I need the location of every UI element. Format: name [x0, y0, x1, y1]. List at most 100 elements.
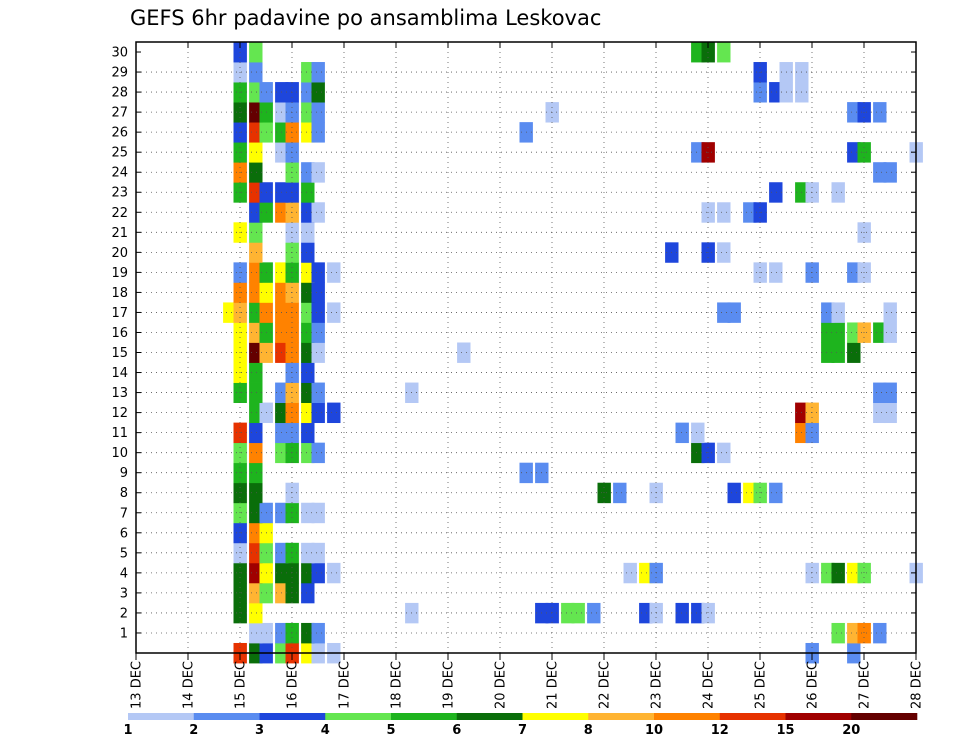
heatmap-cell	[831, 182, 845, 203]
heatmap-cell	[769, 482, 783, 504]
heatmap-cell	[623, 562, 637, 584]
heatmap-cell	[301, 82, 315, 103]
y-tick-label: 2	[120, 606, 128, 621]
heatmap-cell	[311, 382, 325, 403]
heatmap-cell	[249, 322, 263, 343]
heatmap-cell	[249, 262, 263, 283]
heatmap-cell	[857, 562, 871, 584]
heatmap-cell	[311, 262, 325, 283]
heatmap-cell	[249, 542, 263, 564]
heatmap-cell	[883, 402, 897, 424]
heatmap-cell	[249, 282, 263, 303]
y-tick-label: 18	[111, 286, 128, 301]
heatmap-cells	[223, 42, 923, 664]
heatmap-cell	[821, 322, 835, 343]
heatmap-cell	[717, 42, 731, 63]
x-tick-label: 17 DEC	[338, 661, 353, 709]
colorbar-label: 5	[386, 723, 395, 738]
heatmap-cell	[249, 102, 263, 123]
heatmap-cell	[457, 342, 471, 363]
heatmap-cell	[639, 562, 653, 584]
heatmap-cell	[847, 342, 861, 363]
heatmap-cell	[301, 362, 315, 383]
heatmap-cell	[301, 122, 315, 143]
y-tick-label: 12	[111, 406, 128, 421]
heatmap-cell	[727, 302, 741, 323]
heatmap-cell	[743, 482, 757, 504]
x-tick-label: 22 DEC	[598, 661, 613, 709]
heatmap-cell	[301, 222, 315, 243]
colorbar-swatch	[391, 713, 458, 720]
heatmap-cell	[847, 142, 861, 163]
heatmap-cell	[249, 382, 263, 403]
heatmap-cell	[691, 602, 705, 624]
heatmap-cell	[847, 562, 861, 584]
heatmap-cell	[301, 262, 315, 283]
heatmap-cell	[717, 202, 731, 223]
y-tick-label: 15	[111, 346, 128, 361]
heatmap-cell	[327, 402, 341, 424]
x-tick-label: 27 DEC	[858, 661, 873, 709]
y-tick-label: 4	[120, 566, 128, 581]
colorbar-swatch	[522, 713, 589, 720]
heatmap-cell	[301, 402, 315, 424]
heatmap-cell	[249, 302, 263, 323]
heatmap-cell	[285, 622, 299, 644]
heatmap-cell	[831, 322, 845, 343]
y-tick-label: 19	[111, 266, 128, 281]
heatmap-cell	[873, 102, 887, 123]
heatmap-cell	[249, 522, 263, 544]
heatmap-cell	[249, 362, 263, 383]
heatmap-cell	[857, 622, 871, 644]
heatmap-cell	[821, 342, 835, 363]
heatmap-cell	[561, 602, 575, 624]
heatmap-cell	[249, 142, 263, 163]
heatmap-cell	[285, 562, 299, 584]
x-tick-label: 19 DEC	[442, 661, 457, 709]
colorbar-swatch	[851, 713, 918, 720]
heatmap-cell	[301, 202, 315, 223]
heatmap-cell	[249, 422, 263, 444]
y-axis: 1234567891011121314151617181920212223242…	[111, 46, 916, 641]
heatmap-cell	[821, 302, 835, 323]
heatmap-cell	[873, 402, 887, 424]
heatmap-cell	[639, 602, 653, 624]
heatmap-cell	[311, 202, 325, 223]
heatmap-cell	[249, 222, 263, 243]
y-tick-label: 7	[120, 506, 128, 521]
heatmap-cell	[769, 262, 783, 283]
heatmap-cell	[847, 622, 861, 644]
heatmap-cell	[301, 382, 315, 403]
heatmap-cell	[675, 602, 689, 624]
colorbar-swatch	[259, 713, 326, 720]
colorbar-label: 12	[711, 723, 729, 738]
heatmap-cell	[831, 342, 845, 363]
heatmap-cell	[233, 602, 247, 624]
heatmap-cell	[311, 322, 325, 343]
heatmap-cell	[883, 382, 897, 403]
heatmap-cell	[233, 562, 247, 584]
heatmap-cell	[311, 162, 325, 183]
heatmap-cell	[311, 442, 325, 464]
heatmap-cell	[249, 182, 263, 203]
y-tick-label: 21	[111, 226, 128, 241]
colorbar-label: 15	[776, 723, 794, 738]
chart-title: GEFS 6hr padavine po ansamblima Leskovac	[130, 6, 602, 30]
y-tick-label: 1	[120, 626, 128, 641]
heatmap-cell	[873, 322, 887, 343]
colorbar: 1 2 3 4 5 6 7 8 10 12 15 20	[123, 713, 918, 738]
heatmap-cell	[717, 302, 731, 323]
heatmap-cell	[249, 502, 263, 524]
heatmap-cell	[311, 282, 325, 303]
heatmap-cell	[311, 562, 325, 584]
heatmap-cell	[831, 562, 845, 584]
heatmap-cell	[249, 462, 263, 484]
colorbar-swatch	[325, 713, 392, 720]
y-tick-label: 14	[111, 366, 128, 381]
y-tick-label: 8	[120, 486, 128, 501]
y-tick-label: 3	[120, 586, 128, 601]
heatmap-cell	[769, 182, 783, 203]
heatmap-cell	[873, 622, 887, 644]
heatmap-cell	[301, 162, 315, 183]
